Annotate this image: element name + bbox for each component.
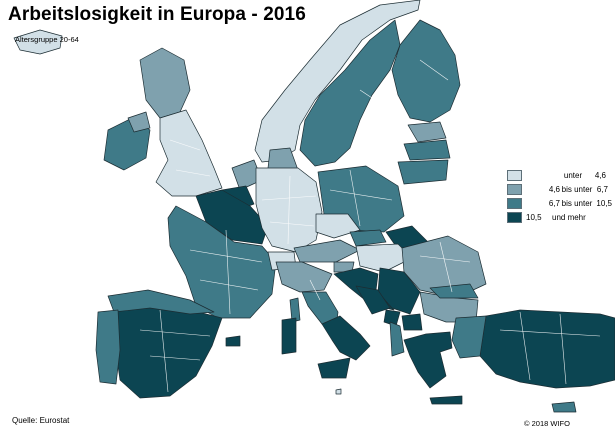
region-turkei: Türkei <box>479 309 615 389</box>
sub-region-border <box>329 189 393 201</box>
map-title: Arbeitslosigkeit in Europa - 2016 <box>8 4 306 25</box>
legend-separator-4: und mehr <box>552 212 586 222</box>
sub-region-border <box>309 279 321 301</box>
map-subtitle: Altersgruppe 20-64 <box>15 35 79 44</box>
legend-separator-1: unter <box>563 170 583 180</box>
region-schottland: Schottland <box>139 47 191 119</box>
legend-upper-1: 4,6 <box>594 170 606 180</box>
region-nordirland: Nordirland <box>127 111 151 133</box>
region-tschechien: Tschechien <box>315 213 361 239</box>
sub-region-border <box>159 309 169 393</box>
source-note: Quelle: Eurostat <box>12 416 70 425</box>
region-nordbulgarien: Nordbulgarien <box>429 283 479 299</box>
legend-item-1: unter 4,6 <box>507 168 615 182</box>
region-griechenland: Griechenland <box>403 331 453 389</box>
sub-region-border <box>189 249 263 263</box>
region-osterreich: Österreich <box>293 239 361 263</box>
region-slowakei: Slowakei <box>349 229 387 247</box>
sub-region-border <box>139 329 211 337</box>
legend-item-3: 6,7 bis unter 10,5 <box>507 196 615 210</box>
region-westturkei: Westtürkei <box>451 315 487 359</box>
sub-region-border <box>199 279 259 291</box>
legend-separator-2: bis unter <box>561 184 593 194</box>
region-spanien: Spanien <box>115 301 223 399</box>
region-litauen: Litauen <box>397 159 449 185</box>
region-nordmazedonien: Nordmazedonien <box>401 313 423 331</box>
legend-lower-2: 4,6 <box>548 184 560 194</box>
legend-swatch-4 <box>507 211 522 223</box>
region-korsika: Korsika <box>289 297 301 323</box>
region-kreta: Kreta <box>429 395 463 405</box>
region-zypern: Zypern <box>551 401 577 413</box>
sub-region-border <box>419 255 471 263</box>
region-ungarn: Ungarn <box>355 243 413 273</box>
region-portugal: Portugal <box>95 309 121 385</box>
region-schweden: Schweden <box>299 19 401 167</box>
region-suditalien: Süditalien <box>321 315 371 361</box>
region-england: England <box>155 109 223 197</box>
region-frankreich: Frankreich <box>167 205 277 319</box>
sub-region-border <box>519 311 531 381</box>
legend-item-2: 4,6 bis unter 6,7 <box>507 182 615 196</box>
sub-region-border <box>225 229 231 315</box>
region-sizilien: Sizilien <box>317 357 351 379</box>
region-balearen: Balearen <box>225 335 241 347</box>
region-albanien: Albanien <box>389 321 405 357</box>
legend-item-4: 10,5 und mehr <box>507 210 615 224</box>
legend-upper-2: 6,7 <box>596 184 608 194</box>
region-finnland: Finnland <box>391 19 461 123</box>
sub-region-border <box>287 175 291 245</box>
sub-region-border <box>269 221 315 227</box>
region-malta: Malta <box>335 388 342 395</box>
map-legend: unter 4,6 4,6 bis unter 6,7 6,7 bis unte… <box>505 167 615 225</box>
region-estland: Estland <box>407 121 447 143</box>
sub-region-border <box>439 241 453 293</box>
legend-swatch-3 <box>507 197 522 209</box>
legend-swatch-2 <box>507 183 522 195</box>
region-bosnien-und-herzegowina: Bosnien und Herzegowina <box>355 285 391 315</box>
region-island: Island <box>13 29 63 55</box>
region-norditalien: Norditalien <box>275 261 333 293</box>
sub-region-border <box>349 169 361 227</box>
legend-upper-3: 10,5 <box>596 198 612 208</box>
legend-swatch-1 <box>507 169 522 181</box>
sub-region-border <box>169 139 201 151</box>
sub-region-border <box>499 329 601 337</box>
sub-region-border <box>261 195 317 201</box>
legend-separator-3: bis unter <box>561 198 593 208</box>
legend-lower-4: 10,5 <box>526 212 542 222</box>
sub-region-border <box>175 169 211 177</box>
sub-region-border <box>419 59 449 81</box>
region-nordspanien: Nordspanien <box>107 289 215 315</box>
sub-region-border <box>359 89 391 111</box>
sub-region-border <box>149 355 201 361</box>
sub-region-border <box>559 313 567 385</box>
region-sardinien: Sardinien <box>281 317 297 355</box>
copyright-note: © 2018 WIFO <box>524 419 570 428</box>
region-lettland: Lettland <box>403 139 451 161</box>
legend-lower-3: 6,7 <box>548 198 560 208</box>
